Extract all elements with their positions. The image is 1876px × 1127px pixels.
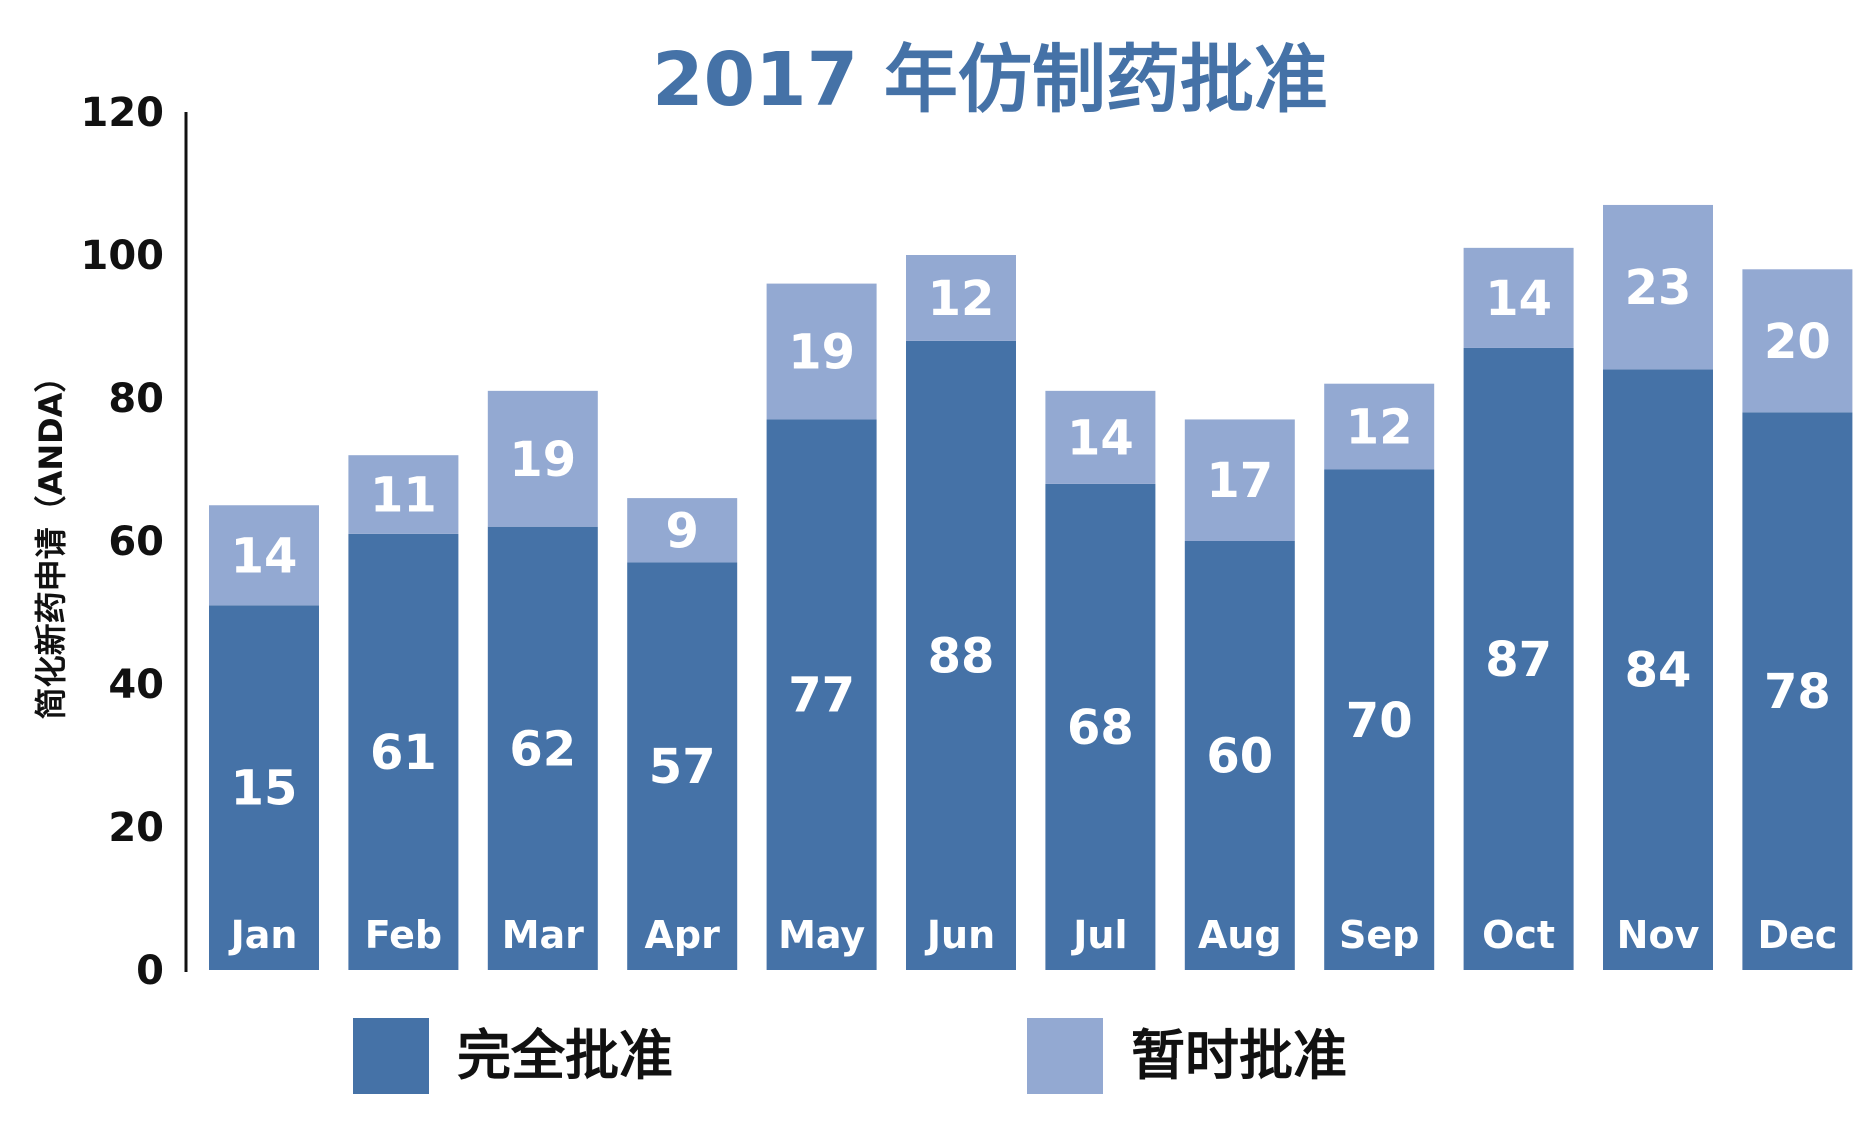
bar-full-approval bbox=[766, 419, 877, 970]
bar-full-approval bbox=[487, 526, 598, 970]
y-axis-label: 简化新药申请（ANDA） bbox=[32, 361, 70, 720]
legend-label: 暂时批准 bbox=[1131, 1024, 1347, 1087]
value-label-full: 88 bbox=[928, 628, 995, 684]
y-tick-label: 60 bbox=[108, 519, 164, 565]
bar-full-approval bbox=[627, 562, 738, 970]
value-label-tentative: 9 bbox=[665, 503, 698, 559]
bar-full-approval bbox=[1045, 483, 1156, 970]
value-label-full: 84 bbox=[1625, 643, 1692, 699]
x-tick-label: Sep bbox=[1339, 913, 1419, 957]
value-label-full: 15 bbox=[231, 761, 298, 817]
bar-tentative-approval bbox=[906, 255, 1016, 341]
bar-tentative-approval bbox=[1324, 383, 1435, 470]
value-label-tentative: 17 bbox=[1206, 453, 1273, 509]
y-tick-label: 80 bbox=[108, 376, 164, 422]
value-label-full: 62 bbox=[509, 721, 576, 777]
x-tick-label: Oct bbox=[1482, 913, 1555, 957]
bar-tentative-approval bbox=[627, 498, 738, 563]
value-label-tentative: 11 bbox=[370, 468, 437, 524]
bar-full-approval bbox=[348, 533, 459, 970]
bar-tentative-approval bbox=[1603, 204, 1713, 370]
value-label-tentative: 23 bbox=[1625, 260, 1692, 316]
value-label-full: 78 bbox=[1764, 664, 1831, 720]
bars: 15 14 Jan 61 11 Feb 62 19 Mar 57 9 Apr 77 19 May 88 12 Ju… bbox=[209, 204, 1853, 970]
value-label-full: 61 bbox=[370, 725, 437, 781]
legend-swatch bbox=[1027, 1018, 1103, 1094]
value-label-full: 68 bbox=[1067, 700, 1134, 756]
value-label-full: 70 bbox=[1346, 693, 1413, 749]
bar-full-approval bbox=[209, 605, 319, 970]
bar-full-approval bbox=[1463, 347, 1574, 970]
x-tick-label: Jun bbox=[924, 913, 995, 957]
x-tick-label: Dec bbox=[1757, 913, 1837, 957]
bar-tentative-approval bbox=[1742, 269, 1853, 413]
bar-full-approval bbox=[906, 340, 1016, 970]
bar-tentative-approval bbox=[487, 390, 598, 527]
x-tick-label: May bbox=[778, 913, 865, 957]
value-label-tentative: 14 bbox=[1067, 410, 1134, 466]
y-tick-label: 120 bbox=[81, 90, 165, 136]
y-tick-label: 100 bbox=[81, 233, 165, 279]
value-label-tentative: 19 bbox=[509, 432, 576, 488]
legend-label: 完全批准 bbox=[457, 1024, 673, 1087]
value-label-full: 77 bbox=[788, 668, 855, 724]
legend: 完全批准 暂时批准 bbox=[353, 1018, 1347, 1094]
legend-swatch bbox=[353, 1018, 429, 1094]
bar-tentative-approval bbox=[766, 283, 877, 420]
value-label-full: 57 bbox=[649, 739, 716, 795]
x-tick-label: Apr bbox=[645, 913, 721, 957]
value-label-tentative: 12 bbox=[1346, 400, 1413, 456]
value-label-tentative: 14 bbox=[1485, 271, 1552, 327]
y-tick-label: 0 bbox=[136, 948, 164, 994]
value-label-tentative: 20 bbox=[1764, 314, 1831, 370]
y-tick-label: 20 bbox=[108, 805, 164, 851]
value-label-tentative: 14 bbox=[231, 528, 298, 584]
x-tick-label: Jan bbox=[228, 913, 298, 957]
x-tick-label: Feb bbox=[365, 913, 442, 957]
value-label-full: 87 bbox=[1485, 632, 1552, 688]
value-label-tentative: 19 bbox=[788, 325, 855, 381]
y-tick-label: 40 bbox=[108, 662, 164, 708]
x-tick-label: Jul bbox=[1070, 913, 1127, 957]
bar-full-approval bbox=[1184, 541, 1295, 970]
bar-full-approval bbox=[1603, 369, 1713, 970]
bar-tentative-approval bbox=[1463, 247, 1574, 348]
bar-tentative-approval bbox=[1184, 419, 1295, 541]
x-tick-label: Aug bbox=[1198, 913, 1282, 957]
bar-tentative-approval bbox=[1045, 390, 1156, 484]
value-label-tentative: 12 bbox=[928, 271, 995, 327]
y-axis-ticks: 0 20 40 60 80 100 120 bbox=[81, 90, 165, 994]
x-tick-label: Mar bbox=[502, 913, 584, 957]
value-label-full: 60 bbox=[1206, 729, 1273, 785]
x-tick-label: Nov bbox=[1617, 913, 1700, 957]
bar-full-approval bbox=[1324, 469, 1435, 970]
bar-tentative-approval bbox=[209, 505, 319, 606]
chart-title: 2017 年仿制药批准 bbox=[652, 37, 1328, 123]
bar-tentative-approval bbox=[348, 455, 459, 534]
bar-full-approval bbox=[1742, 412, 1853, 970]
